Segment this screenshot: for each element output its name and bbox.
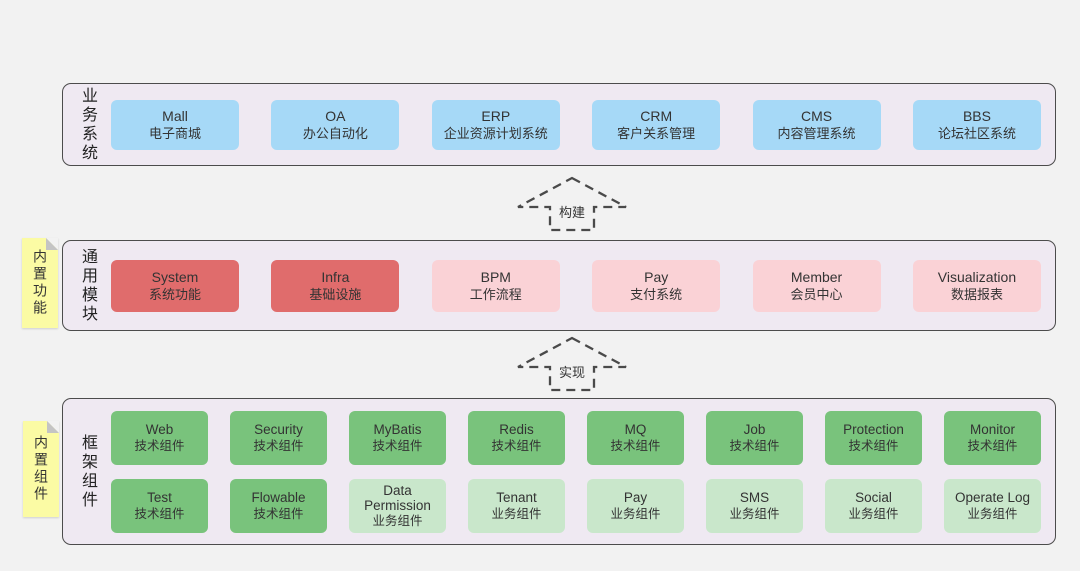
box-infra: Infra 基础设施 bbox=[271, 259, 400, 312]
framework-row-1: Web 技术组件 Security 技术组件 MyBatis 技术组件 Redi… bbox=[111, 410, 1041, 465]
sticky-built-in-components-label: 内置组件 bbox=[33, 435, 49, 503]
dashed-up-arrow-icon bbox=[517, 176, 627, 232]
box-security: Security 技术组件 bbox=[230, 410, 327, 465]
box-operate-log: Operate Log 业务组件 bbox=[944, 478, 1041, 533]
box-bbs: BBS 论坛社区系统 bbox=[912, 99, 1041, 150]
arrow-implement: 实现 bbox=[514, 335, 630, 393]
box-social: Social 业务组件 bbox=[825, 478, 922, 533]
sticky-built-in-features-label: 内置功能 bbox=[32, 249, 48, 317]
band-label-business-systems: 业务系统 bbox=[79, 86, 96, 163]
box-pay-component: Pay 业务组件 bbox=[587, 478, 684, 533]
box-mybatis: MyBatis 技术组件 bbox=[349, 410, 446, 465]
box-visualization: Visualization 数据报表 bbox=[912, 259, 1041, 312]
box-sms: SMS 业务组件 bbox=[706, 478, 803, 533]
band-label-common-modules: 通用模块 bbox=[79, 247, 96, 324]
box-tenant: Tenant 业务组件 bbox=[468, 478, 565, 533]
framework-row-2: Test 技术组件 Flowable 技术组件 Data Permission … bbox=[111, 478, 1041, 533]
arrow-implement-label: 实现 bbox=[555, 361, 589, 382]
arrow-build-label: 构建 bbox=[555, 201, 589, 222]
box-pay-module: Pay 支付系统 bbox=[592, 259, 721, 312]
box-mq: MQ 技术组件 bbox=[587, 410, 684, 465]
sticky-built-in-components: 内置组件 bbox=[23, 421, 59, 517]
box-flowable: Flowable 技术组件 bbox=[230, 478, 327, 533]
box-member: Member 会员中心 bbox=[752, 259, 881, 312]
box-bpm: BPM 工作流程 bbox=[431, 259, 560, 312]
box-test: Test 技术组件 bbox=[111, 478, 208, 533]
box-protection: Protection 技术组件 bbox=[825, 410, 922, 465]
box-oa: OA 办公自动化 bbox=[271, 99, 400, 150]
sticky-built-in-features: 内置功能 bbox=[22, 238, 58, 328]
arrow-build: 构建 bbox=[514, 175, 630, 233]
business-boxes: Mall 电子商城 OA 办公自动化 ERP 企业资源计划系统 CRM 客户关系… bbox=[111, 99, 1043, 150]
box-web: Web 技术组件 bbox=[111, 410, 208, 465]
box-data-permission: Data Permission 业务组件 bbox=[349, 478, 446, 533]
box-crm: CRM 客户关系管理 bbox=[592, 99, 721, 150]
band-common-modules: 通用模块 System 系统功能 Infra 基础设施 BPM 工作流程 Pay… bbox=[62, 240, 1056, 331]
box-erp: ERP 企业资源计划系统 bbox=[431, 99, 560, 150]
module-boxes: System 系统功能 Infra 基础设施 BPM 工作流程 Pay 支付系统… bbox=[111, 259, 1043, 312]
box-system: System 系统功能 bbox=[111, 259, 239, 312]
band-framework-components: 框架组件 Web 技术组件 Security 技术组件 MyBatis 技术组件… bbox=[62, 398, 1056, 545]
box-redis: Redis 技术组件 bbox=[468, 410, 565, 465]
box-monitor: Monitor 技术组件 bbox=[944, 410, 1041, 465]
box-job: Job 技术组件 bbox=[706, 410, 803, 465]
band-label-framework-components: 框架组件 bbox=[79, 433, 96, 510]
framework-rows: Web 技术组件 Security 技术组件 MyBatis 技术组件 Redi… bbox=[111, 410, 1043, 533]
box-cms: CMS 内容管理系统 bbox=[752, 99, 881, 150]
dashed-up-arrow-icon bbox=[517, 336, 627, 392]
box-mall: Mall 电子商城 bbox=[111, 99, 239, 150]
band-business-systems: 业务系统 Mall 电子商城 OA 办公自动化 ERP 企业资源计划系统 CRM… bbox=[62, 83, 1056, 166]
